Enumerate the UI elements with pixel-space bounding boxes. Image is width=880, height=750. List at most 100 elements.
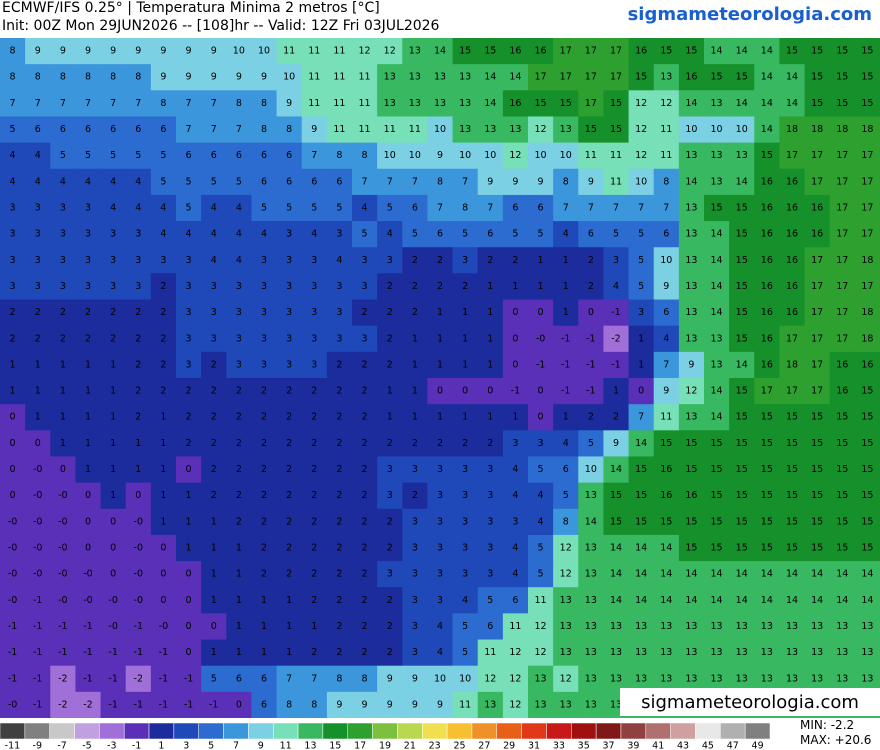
temp-cell (427, 273, 454, 301)
temp-cell (477, 168, 504, 196)
temp-cell (75, 90, 102, 117)
temp-label: 2 (261, 569, 267, 580)
temp-label: 2 (211, 359, 217, 370)
temp-cell (754, 299, 780, 327)
temp-label: 13 (711, 176, 723, 187)
temp-label: 4 (538, 516, 544, 527)
temp-label: 4 (236, 229, 242, 240)
temp-label: 1 (563, 281, 569, 292)
temp-cell (452, 665, 479, 693)
temp-label: 15 (685, 46, 697, 57)
temp-cell (75, 456, 102, 484)
temp-cell (352, 221, 378, 248)
temp-cell (653, 116, 680, 144)
temp-label: 10 (660, 255, 672, 266)
temp-cell (578, 534, 604, 562)
temp-cell (276, 116, 303, 144)
temp-cell (276, 639, 303, 667)
temp-cell (125, 90, 152, 117)
temp-cell (502, 273, 529, 301)
temp-cell (502, 325, 529, 353)
temp-cell (326, 90, 353, 117)
temp-cell (251, 168, 278, 196)
temp-label: 14 (786, 595, 798, 606)
temp-label: 17 (861, 176, 873, 187)
temp-cell (829, 404, 856, 431)
temp-cell (452, 325, 479, 353)
temp-label: 13 (484, 124, 496, 135)
temp-cell (578, 404, 604, 431)
temp-label: 2 (186, 386, 192, 397)
temp-cell (754, 508, 780, 536)
temp-cell (326, 142, 353, 170)
temp-label: 17 (610, 46, 622, 57)
temp-cell (754, 482, 780, 510)
temp-label: 0 (538, 412, 544, 423)
temp-label: 10 (535, 150, 547, 161)
temp-cell (75, 38, 102, 65)
temp-cell (603, 116, 630, 144)
watermark: sigmameteorologia.com (641, 692, 859, 713)
temp-cell (0, 325, 26, 353)
temp-cell (528, 325, 554, 353)
temp-cell (653, 273, 680, 301)
temp-label: 12 (509, 647, 521, 658)
temp-cell (628, 325, 655, 353)
temp-cell (150, 299, 177, 327)
temp-cell (352, 587, 378, 614)
temp-label: 3 (462, 464, 468, 475)
temp-cell (477, 247, 504, 274)
temp-label: 5 (538, 464, 544, 475)
temp-cell (25, 273, 51, 301)
temp-label: 3 (35, 203, 41, 214)
temp-cell (427, 430, 454, 457)
temp-label: 8 (85, 72, 91, 83)
temp-label: 15 (736, 281, 748, 292)
temp-label: 15 (861, 386, 873, 397)
temp-cell (301, 351, 328, 379)
temp-cell (779, 665, 806, 693)
temp-label: 2 (211, 412, 217, 423)
colorbar-swatch (595, 722, 622, 740)
temp-cell (502, 456, 529, 484)
temp-cell (779, 142, 806, 170)
temp-label: 13 (459, 98, 471, 109)
temp-label: 15 (610, 98, 622, 109)
temp-cell (75, 142, 102, 170)
temp-cell (729, 38, 755, 65)
temp-label: 2 (336, 516, 342, 527)
temp-label: 5 (638, 281, 644, 292)
temp-cell (603, 325, 630, 353)
temp-cell (402, 38, 428, 65)
temp-cell (352, 639, 378, 667)
temp-cell (25, 613, 51, 641)
temp-label: 1 (437, 333, 443, 344)
temp-cell (50, 613, 76, 641)
temp-cell (477, 38, 504, 65)
temp-cell (125, 378, 152, 405)
temp-label: 6 (512, 595, 518, 606)
temp-cell (452, 90, 479, 117)
temp-cell (326, 613, 353, 641)
temp-cell (377, 299, 403, 327)
temp-cell (854, 534, 880, 562)
temp-label: 6 (588, 229, 594, 240)
temp-label: 17 (585, 98, 597, 109)
temp-label: 16 (660, 490, 672, 501)
temp-cell (50, 38, 76, 65)
temp-label: 17 (836, 307, 848, 318)
temp-label: 10 (560, 150, 572, 161)
temp-cell (477, 194, 504, 222)
temp-cell (452, 534, 479, 562)
temp-cell (502, 168, 529, 196)
temp-label: 2 (236, 464, 242, 475)
temp-label: 3 (311, 255, 317, 266)
temp-cell (75, 587, 102, 614)
colorbar-label: 13 (304, 741, 316, 750)
colorbar-swatch (24, 722, 50, 740)
temp-label: 12 (535, 124, 547, 135)
temp-label: 13 (736, 647, 748, 658)
temp-cell (377, 221, 403, 248)
temp-label: 15 (786, 543, 798, 554)
temp-label: 14 (585, 516, 597, 527)
